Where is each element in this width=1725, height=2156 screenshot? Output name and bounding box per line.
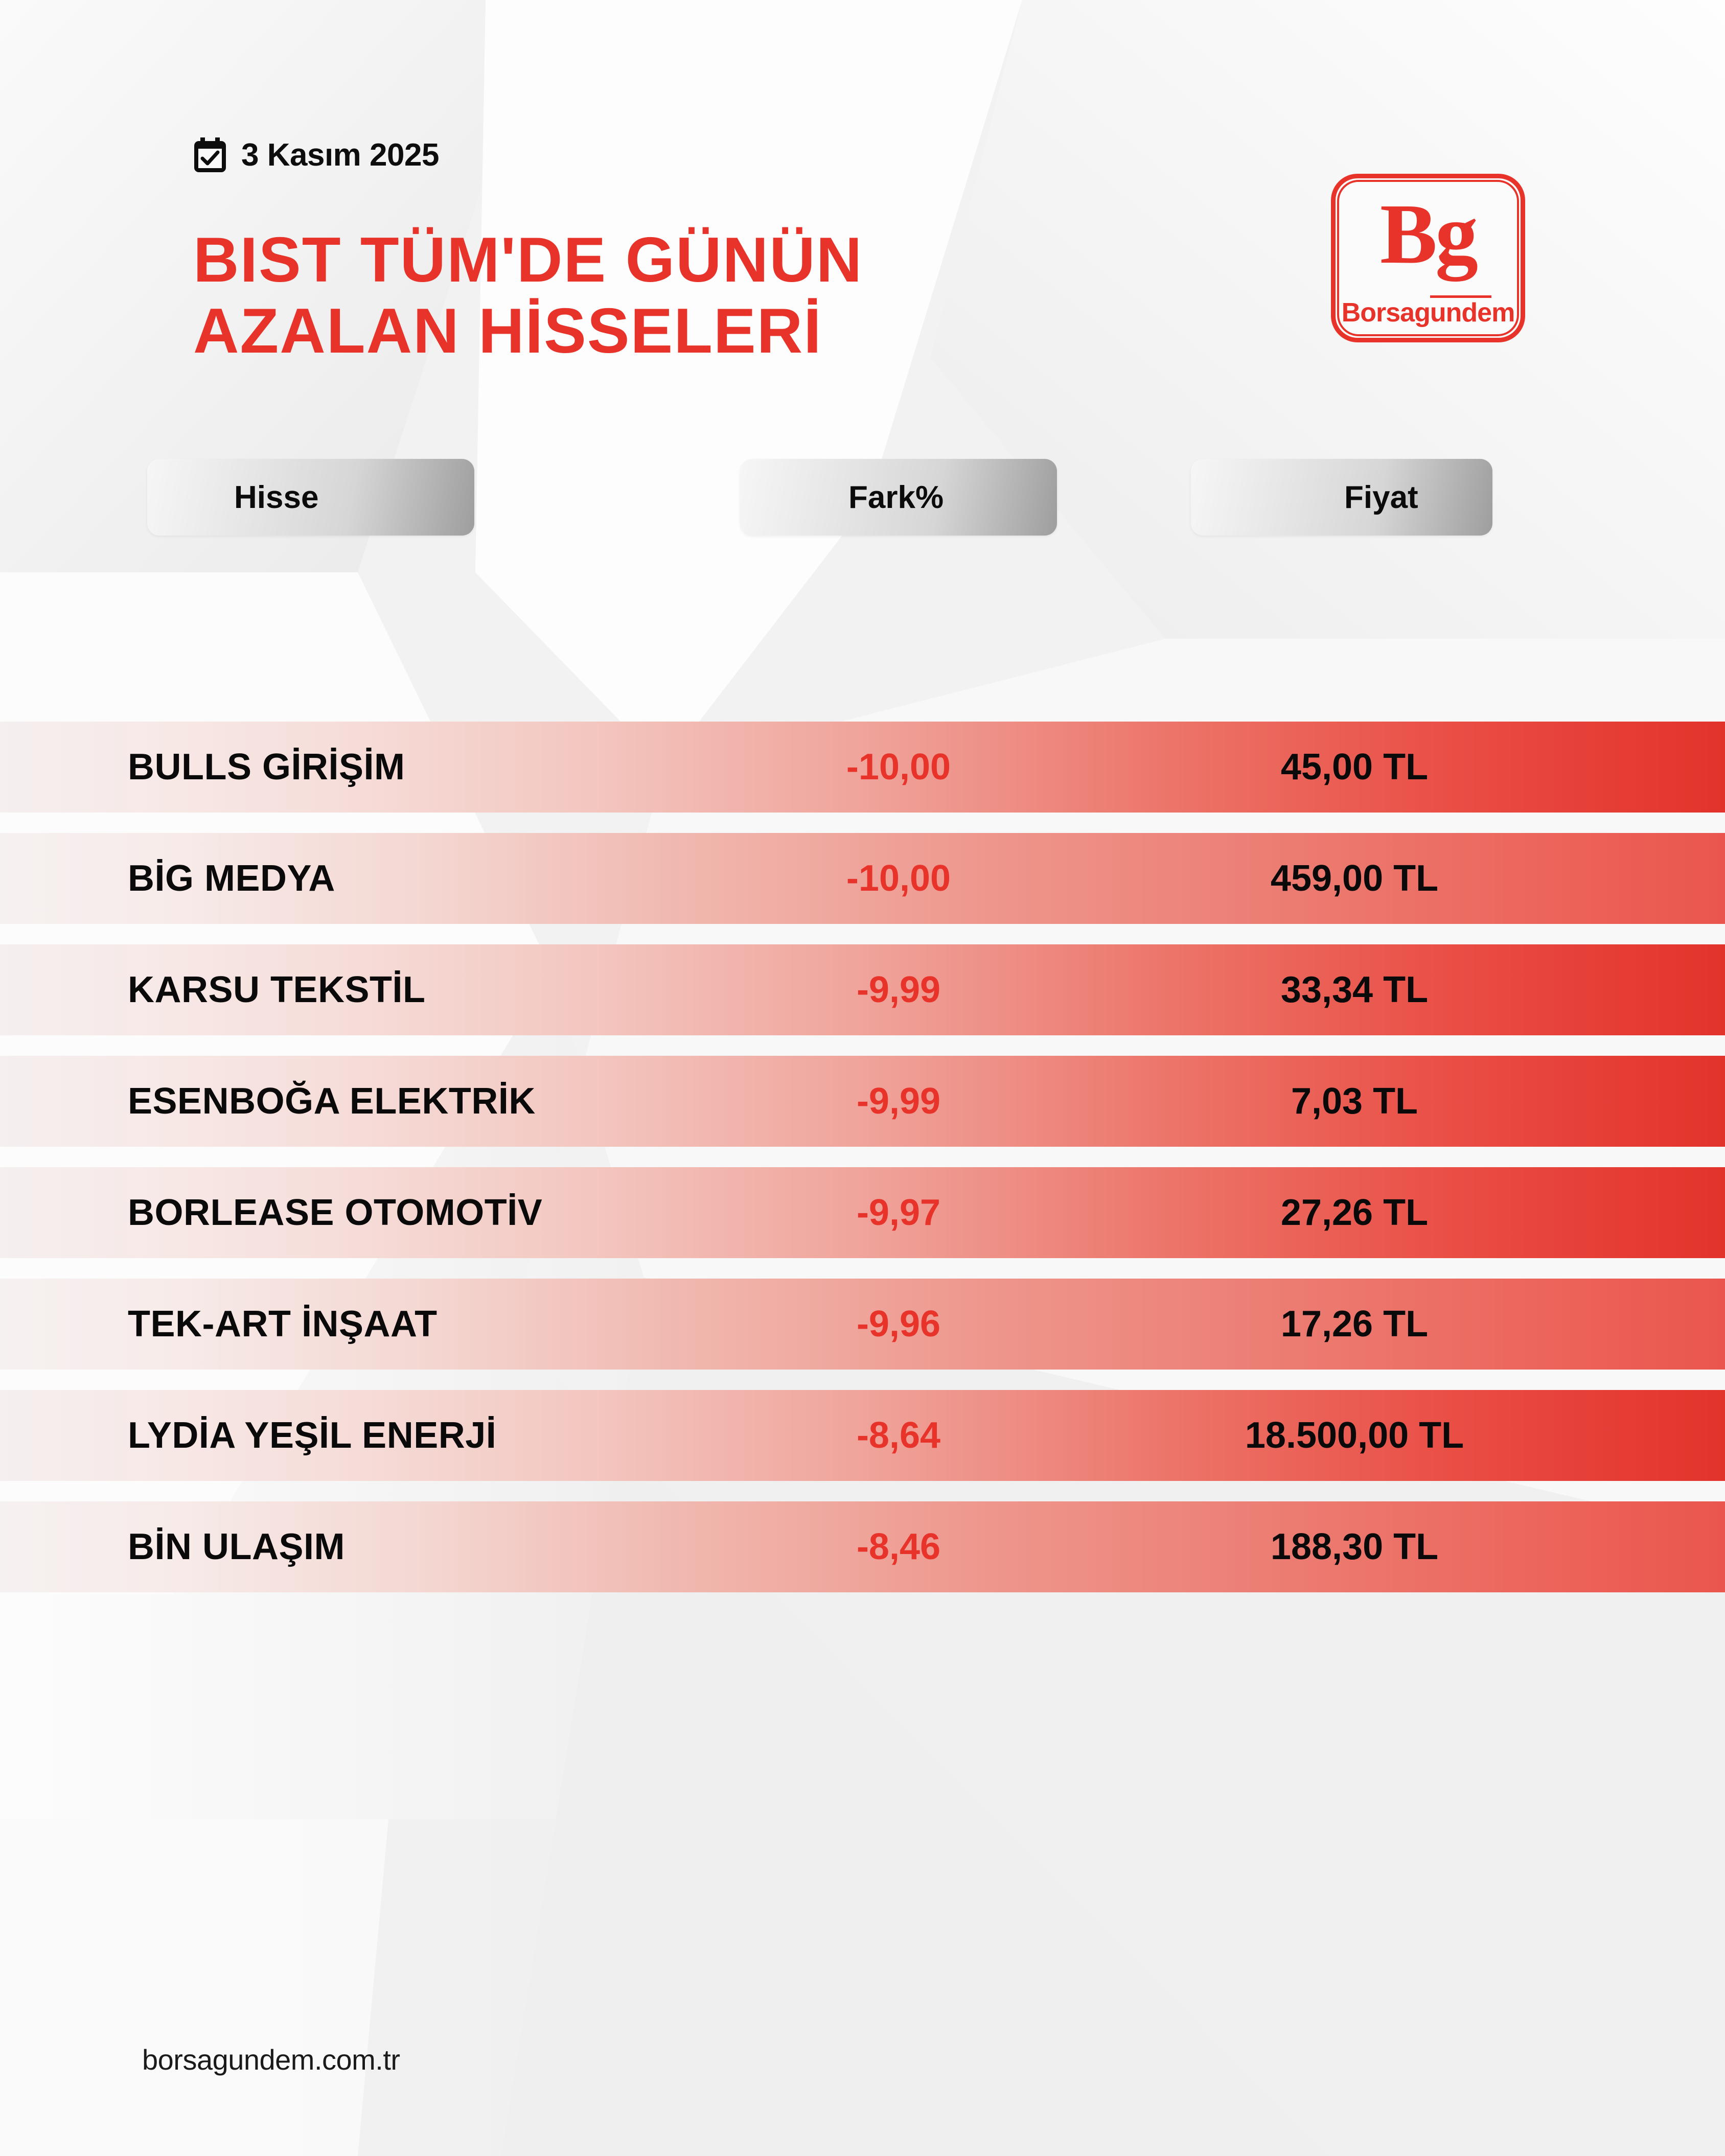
cell-fiyat: 33,34 TL <box>1280 969 1429 1010</box>
column-header-fark-label: Fark% <box>848 479 944 515</box>
column-header-fiyat[interactable]: Fiyat <box>1191 459 1492 536</box>
date-row: 3 Kasım 2025 <box>193 137 439 173</box>
cell-hisse: BULLS GİRİŞİM <box>128 747 405 787</box>
logo-wordmark: Borsagundem <box>1331 295 1525 328</box>
footer-url[interactable]: borsagundem.com.tr <box>142 2044 400 2076</box>
cell-fark: -10,00 <box>846 858 951 899</box>
table-row[interactable]: BİN ULAŞIM -8,46 188,30 TL <box>0 1501 1725 1592</box>
logo-inner-border <box>1337 180 1519 336</box>
date-text: 3 Kasım 2025 <box>241 137 439 173</box>
logo-wordmark-prefix: Borsag <box>1341 298 1431 328</box>
column-header-hisse-label: Hisse <box>234 479 319 515</box>
logo-wordmark-underlined: unde <box>1430 295 1492 328</box>
cell-hisse: BİG MEDYA <box>128 858 335 899</box>
table-row[interactable]: BİG MEDYA -10,00 459,00 TL <box>0 833 1725 924</box>
logo-outer-border <box>1331 174 1525 342</box>
cell-fark: -9,99 <box>856 969 941 1010</box>
cell-fiyat: 7,03 TL <box>1291 1081 1418 1122</box>
table-row[interactable]: BORLEASE OTOMOTİV -9,97 27,26 TL <box>0 1167 1725 1258</box>
cell-fiyat: 17,26 TL <box>1280 1304 1429 1344</box>
table-row[interactable]: TEK-ART İNŞAAT -9,96 17,26 TL <box>0 1279 1725 1370</box>
brand-logo: Bg Borsagundem <box>1331 174 1525 342</box>
cell-fark: -9,97 <box>856 1192 941 1233</box>
logo-wordmark-suffix: m <box>1491 298 1515 328</box>
cell-fark: -9,99 <box>856 1081 941 1122</box>
cell-hisse: BİN ULAŞIM <box>128 1526 345 1567</box>
cell-fiyat: 45,00 TL <box>1280 747 1429 787</box>
table-row[interactable]: KARSU TEKSTİL -9,99 33,34 TL <box>0 944 1725 1035</box>
cell-hisse: BORLEASE OTOMOTİV <box>128 1192 543 1233</box>
cell-hisse: TEK-ART İNŞAAT <box>128 1304 438 1344</box>
column-header-fiyat-label: Fiyat <box>1344 479 1418 515</box>
cell-hisse: KARSU TEKSTİL <box>128 969 426 1010</box>
table-row[interactable]: LYDİA YEŞİL ENERJİ -8,64 18.500,00 TL <box>0 1390 1725 1481</box>
stock-table: BULLS GİRİŞİM -10,00 45,00 TL BİG MEDYA -10,… <box>0 722 1725 1613</box>
logo-monogram: Bg <box>1379 187 1478 282</box>
cell-fark: -8,46 <box>856 1526 941 1567</box>
calendar-check-icon <box>193 137 227 173</box>
cell-fark: -10,00 <box>846 747 951 787</box>
page-title: BIST TÜM'DE GÜNÜN AZALAN HİSSELERİ <box>193 225 863 366</box>
column-header-fark[interactable]: Fark% <box>740 459 1057 536</box>
cell-fiyat: 27,26 TL <box>1280 1192 1429 1233</box>
column-header-hisse[interactable]: Hisse <box>147 459 474 536</box>
cell-hisse: LYDİA YEŞİL ENERJİ <box>128 1415 497 1456</box>
cell-fiyat: 459,00 TL <box>1270 858 1439 899</box>
cell-fark: -8,64 <box>856 1415 941 1456</box>
table-row[interactable]: BULLS GİRİŞİM -10,00 45,00 TL <box>0 722 1725 813</box>
cell-fark: -9,96 <box>856 1304 941 1344</box>
cell-hisse: ESENBOĞA ELEKTRİK <box>128 1081 536 1122</box>
table-row[interactable]: ESENBOĞA ELEKTRİK -9,99 7,03 TL <box>0 1056 1725 1147</box>
cell-fiyat: 18.500,00 TL <box>1245 1415 1464 1456</box>
cell-fiyat: 188,30 TL <box>1270 1526 1439 1567</box>
